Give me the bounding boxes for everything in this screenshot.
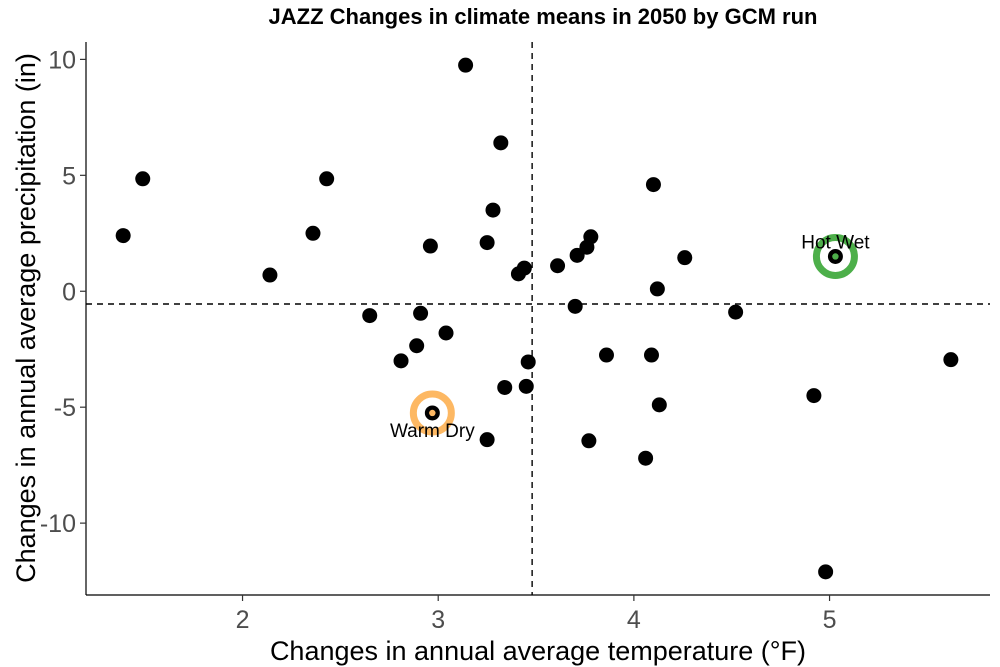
data-point — [806, 388, 822, 404]
data-point — [581, 433, 597, 449]
highlight-label: Hot Wet — [801, 232, 870, 253]
x-tick-label: 4 — [627, 606, 641, 634]
data-point — [550, 258, 566, 274]
x-axis-title: Changes in annual average temperature (°… — [270, 636, 806, 666]
data-point — [583, 229, 599, 245]
highlight-center — [832, 253, 839, 260]
data-point — [362, 308, 378, 324]
data-point — [493, 135, 509, 151]
y-axis-ticks: 10 5 0 -5 -10 — [40, 46, 86, 538]
data-point — [262, 267, 278, 283]
data-point — [943, 352, 959, 368]
data-point — [645, 177, 661, 193]
data-point — [516, 260, 532, 276]
data-point — [393, 353, 409, 369]
highlight-rings — [409, 233, 858, 436]
data-point — [135, 171, 151, 187]
x-axis-ticks: 2 3 4 5 — [236, 595, 837, 634]
plot-area: Hot Wet Warm Dry — [86, 42, 990, 595]
data-point — [567, 298, 583, 314]
data-point — [438, 325, 454, 341]
data-point — [651, 397, 667, 413]
y-tick-label: -5 — [54, 394, 76, 422]
y-tick-label: 0 — [62, 278, 76, 306]
axes: 2 3 4 5 10 5 0 -5 -10 — [40, 42, 990, 634]
data-points — [115, 57, 959, 580]
annotations: Hot Wet Warm Dry — [390, 232, 870, 442]
data-point — [497, 379, 513, 395]
y-tick-label: 5 — [62, 162, 76, 190]
y-tick-label: 10 — [48, 46, 76, 74]
chart-title: JAZZ Changes in climate means in 2050 by… — [269, 4, 818, 29]
highlight-ring — [812, 233, 858, 279]
highlight-ring — [409, 390, 455, 436]
y-axis-title: Changes in annual average precipitation … — [11, 53, 41, 583]
data-point — [115, 228, 131, 244]
highlight-center — [429, 409, 436, 417]
x-tick-label: 3 — [431, 606, 445, 634]
data-point — [413, 305, 429, 321]
data-point — [818, 564, 834, 580]
x-tick-label: 5 — [823, 606, 837, 634]
data-point — [458, 57, 474, 73]
x-tick-label: 2 — [236, 606, 250, 634]
data-point — [649, 281, 665, 297]
data-point — [598, 347, 614, 363]
data-point — [485, 202, 501, 218]
y-tick-label: -10 — [40, 510, 76, 538]
data-point — [677, 250, 693, 266]
data-point — [638, 450, 654, 466]
data-point — [518, 378, 534, 394]
data-point — [305, 225, 321, 241]
data-point — [422, 238, 438, 254]
data-point — [409, 338, 425, 354]
data-point — [479, 235, 495, 251]
data-point — [728, 304, 744, 320]
data-point — [520, 354, 536, 370]
highlight-label: Warm Dry — [390, 421, 475, 442]
data-point — [479, 432, 495, 448]
data-point — [643, 347, 659, 363]
data-point — [319, 171, 335, 187]
